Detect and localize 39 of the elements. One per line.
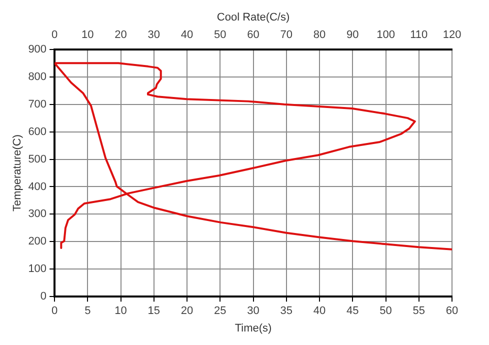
x2-tick-label: 70	[280, 28, 293, 41]
y-tick-label: 800	[28, 70, 47, 83]
y-tick-label: 300	[28, 208, 47, 220]
x-tick-label: 20	[180, 305, 194, 318]
x2-tick-label: 110	[410, 28, 428, 41]
x2-tick-label: 0	[51, 28, 58, 41]
x-tick-label: 5	[84, 305, 91, 318]
x2-tick-label: 120	[442, 28, 462, 41]
x2-tick-label: 90	[346, 28, 359, 41]
y-tick-label: 700	[28, 98, 47, 110]
x-tick-label: 0	[51, 305, 58, 318]
x-tick-label: 10	[114, 305, 127, 318]
x2-tick-label: 30	[148, 28, 160, 41]
y-tick-label: 0	[40, 290, 47, 303]
y-tick-label: 600	[28, 126, 47, 138]
x2-tick-label: 10	[82, 28, 94, 41]
x-tick-label: 25	[214, 305, 226, 318]
x2-tick-label: 80	[313, 28, 326, 41]
x-tick-label: 45	[346, 305, 359, 318]
x2-tick-label: 50	[214, 28, 226, 41]
x-tick-label: 30	[247, 305, 260, 318]
x-tick-label: 55	[412, 305, 426, 318]
x2-tick-label: 40	[180, 28, 194, 41]
x2-tick-label: 100	[376, 28, 395, 41]
x-tick-label: 40	[313, 305, 326, 318]
x2-tick-label: 60	[247, 28, 260, 41]
y-tick-label: 400	[28, 180, 47, 193]
x-tick-label: 60	[446, 305, 458, 318]
x-tick-label: 50	[380, 305, 392, 318]
x-axis-title: Time(s)	[234, 322, 272, 334]
y-tick-label: 200	[28, 236, 47, 248]
y-axis-title: Temperature(C)	[12, 134, 24, 212]
y-tick-label: 900	[28, 43, 47, 56]
x2-tick-label: 20	[114, 28, 127, 41]
x-tick-label: 35	[280, 305, 293, 318]
x2-axis-title: Cool Rate(C/s)	[216, 12, 290, 24]
y-tick-label: 500	[28, 153, 47, 166]
x-tick-label: 15	[148, 305, 160, 318]
y-tick-label: 100	[28, 263, 47, 276]
